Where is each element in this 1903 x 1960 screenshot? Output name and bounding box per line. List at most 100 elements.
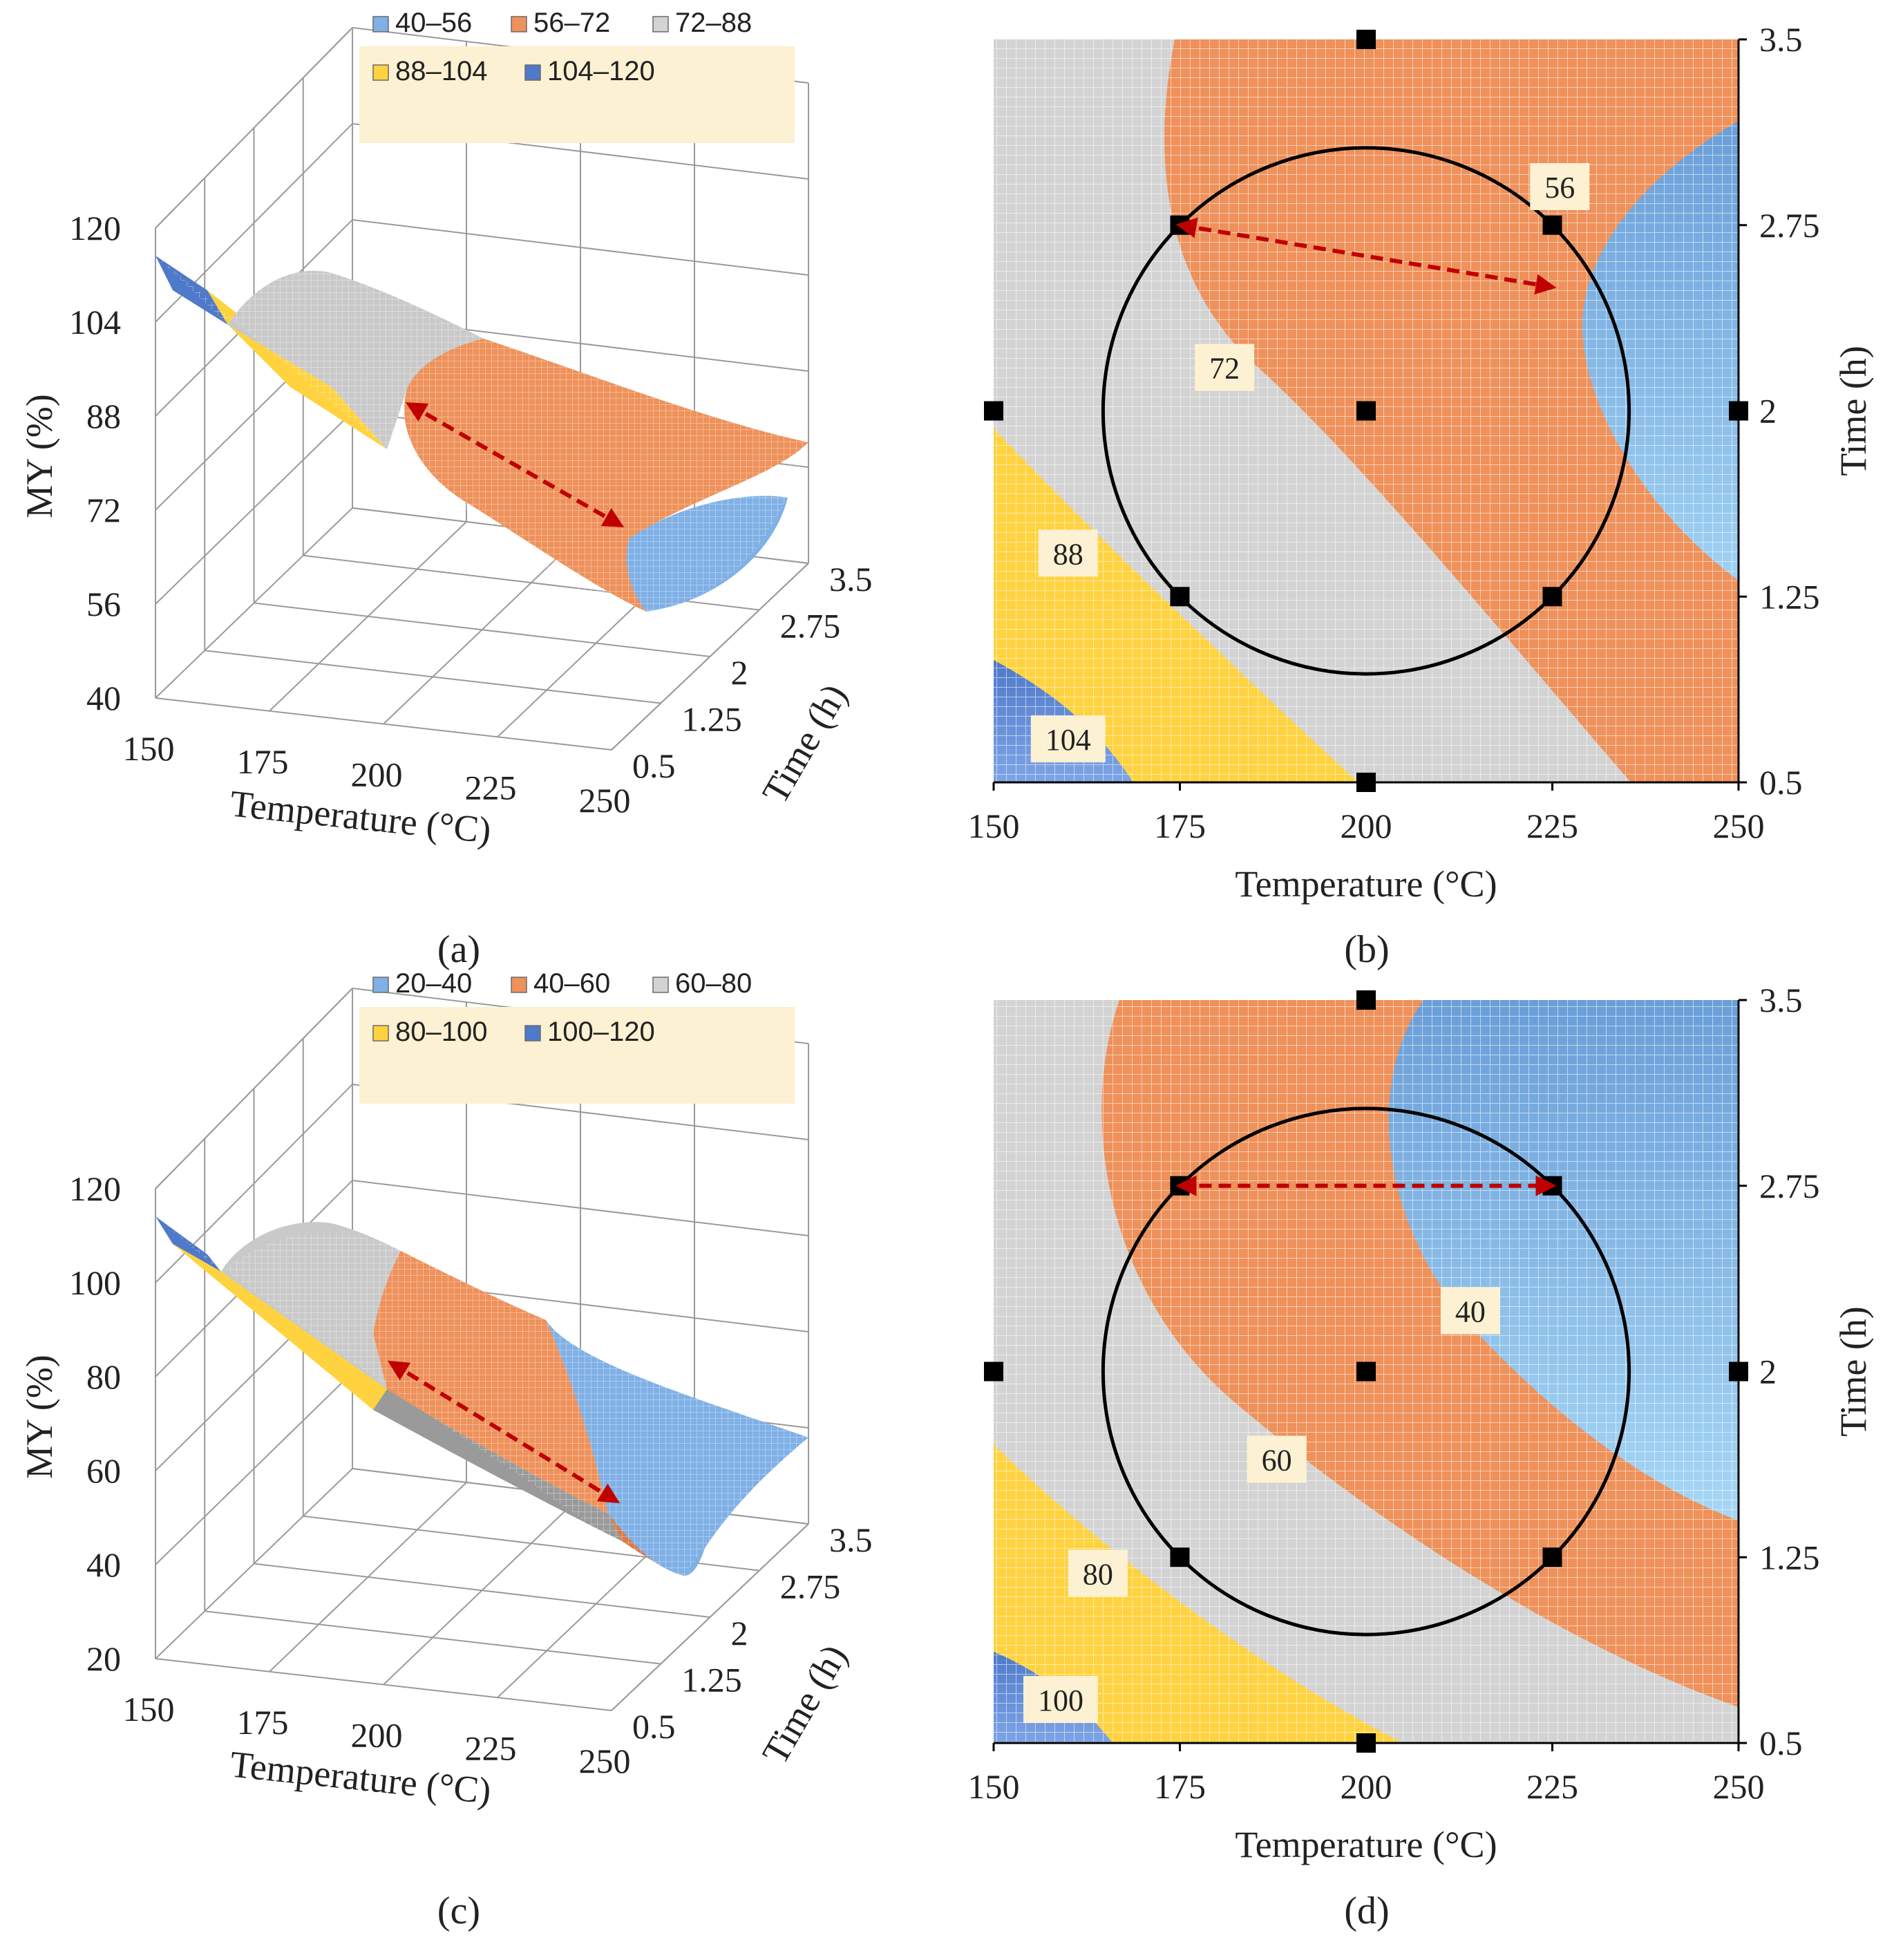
z-tick-label: 120 — [69, 209, 121, 247]
x-tick-label: 175 — [237, 742, 289, 781]
contour-label-box — [1247, 1435, 1307, 1483]
z-tick-label: 40 — [86, 679, 121, 717]
contour-label: 56 — [1544, 171, 1575, 205]
arrow-c — [387, 1360, 621, 1504]
design-circle — [1101, 146, 1631, 676]
legend-entry: 56–72 — [533, 8, 610, 38]
legend-entry: 60–80 — [675, 968, 752, 999]
contour-chart-b: 56 72 88 104 150 175 200 225 250 0.5 1.25 2 2.75 3.5… — [968, 20, 1875, 971]
y-tick-label: 2 — [731, 1614, 748, 1652]
legend-swatch — [524, 1025, 541, 1042]
contour-label: 88 — [1053, 537, 1083, 571]
axes-d: 150 175 200 225 250 0.5 1.25 2 2.75 3.5 Temperatur… — [968, 981, 1875, 1865]
y-tick-label: 0.5 — [632, 1707, 676, 1746]
caption-d: (d) — [1344, 1890, 1389, 1932]
caption-b: (b) — [1344, 928, 1389, 971]
y-axis-label: Time (h) — [754, 677, 855, 810]
legend-swatch — [372, 16, 389, 32]
y-tick-label: 2 — [1759, 392, 1777, 431]
x-tick-label: 250 — [1713, 1767, 1765, 1806]
y-tick-label: 0.5 — [632, 746, 676, 785]
y-axis-label: Time (h) — [1833, 346, 1874, 476]
y-tick-label: 3.5 — [1759, 981, 1803, 1019]
x-tick-label: 175 — [237, 1703, 289, 1742]
z-tick-label: 100 — [69, 1263, 121, 1302]
contour-bands-d — [994, 1000, 1739, 1743]
contour-labels-d: 40 60 80 100 — [1023, 1287, 1500, 1724]
contour-chart-d: 40 60 80 100 150 175 200 225 250 0.5 1.25 2 2.75 3.5… — [968, 981, 1875, 1932]
contour-label-box — [1038, 529, 1098, 577]
floor-grid-line — [254, 602, 710, 657]
legend-swatch — [372, 977, 389, 993]
y-tick-label: 1.25 — [1759, 1538, 1820, 1576]
arrow — [1175, 217, 1557, 295]
legend-entry: 104–120 — [547, 56, 655, 86]
legend-swatch — [652, 977, 669, 993]
contour-label-box — [1068, 1549, 1128, 1597]
y-tick-label: 1.25 — [681, 1661, 742, 1699]
z-tick-label: 56 — [86, 585, 121, 623]
contour-label: 100 — [1038, 1684, 1083, 1717]
y-tick-label: 3.5 — [829, 1520, 873, 1559]
y-tick-label: 2.75 — [780, 607, 841, 646]
contour-label-box — [1530, 163, 1590, 210]
y-axis-label: Time (h) — [1833, 1306, 1874, 1437]
contour-labels-b: 56 72 88 104 — [1030, 163, 1590, 763]
contour-label: 60 — [1262, 1444, 1292, 1478]
legend-items-c: 20–40 40–60 60–80 80–100 100–120 — [372, 968, 752, 1047]
y-tick-label: 2 — [1759, 1353, 1777, 1391]
floor-grid-line — [205, 650, 661, 704]
legend-c — [359, 1007, 795, 1104]
contour-label: 80 — [1083, 1557, 1113, 1591]
design-point — [1356, 1361, 1376, 1382]
design-point — [1356, 990, 1376, 1010]
x-tick-label: 250 — [579, 781, 631, 820]
legend-swatch — [511, 16, 527, 32]
legend-entry: 100–120 — [547, 1017, 655, 1047]
legend-entry: 40–60 — [533, 968, 610, 999]
legend-a — [359, 46, 795, 143]
x-tick-label: 200 — [351, 755, 403, 794]
contour-label: 40 — [1455, 1295, 1486, 1329]
z-tick-label: 104 — [69, 303, 121, 341]
legend-entry: 20–40 — [395, 968, 472, 999]
x-tick-label: 225 — [1526, 1767, 1578, 1806]
legend-items-a: 40–56 56–72 72–88 88–104 104–120 — [372, 8, 752, 86]
x-tick-label: 225 — [465, 768, 517, 807]
floor-grid-line — [254, 1563, 710, 1618]
design-point — [1356, 401, 1376, 421]
arrow-a — [405, 402, 625, 527]
legend-swatch — [372, 1025, 389, 1042]
contour-label-box — [1023, 1676, 1099, 1724]
y-tick-label: 2.75 — [1759, 1167, 1820, 1205]
contour-label-box — [1195, 343, 1255, 391]
y-tick-label: 1.25 — [681, 700, 742, 739]
x-tick-label: 150 — [968, 1767, 1020, 1806]
surface-band-80-100 — [173, 1244, 387, 1410]
x-tick-label: 225 — [1526, 807, 1578, 845]
y-tick-label: 2.75 — [780, 1567, 841, 1606]
x-tick-label: 175 — [1154, 807, 1206, 845]
legend-entry: 80–100 — [395, 1017, 487, 1047]
x-tick-label: 250 — [579, 1742, 631, 1780]
contour-label: 72 — [1209, 352, 1240, 386]
y-tick-label: 2 — [731, 653, 748, 692]
y-tick-label: 3.5 — [1759, 20, 1803, 59]
floor-grid-line — [205, 1610, 661, 1665]
design-point — [984, 1361, 1003, 1382]
z-tick-label: 20 — [86, 1639, 121, 1678]
y-tick-label: 0.5 — [1759, 1724, 1803, 1762]
x-tick-label: 200 — [1341, 807, 1392, 845]
legend-entry: 88–104 — [395, 56, 487, 86]
design-circle — [1101, 1106, 1631, 1637]
legend-swatch — [372, 64, 389, 81]
z-tick-label: 72 — [86, 491, 121, 529]
z-axis-label: MY (%) — [19, 394, 60, 518]
y-tick-label: 1.25 — [1759, 577, 1820, 616]
x-tick-label: 175 — [1154, 1767, 1206, 1806]
z-tick-label: 60 — [86, 1451, 121, 1490]
x-tick-label: 200 — [1341, 1767, 1392, 1806]
x-tick-label: 150 — [123, 1690, 175, 1728]
